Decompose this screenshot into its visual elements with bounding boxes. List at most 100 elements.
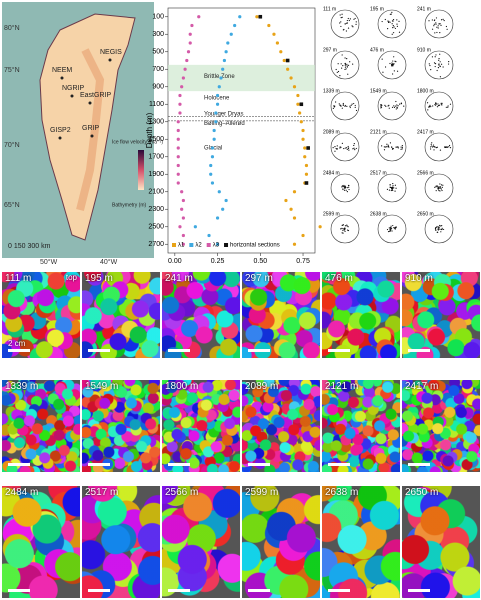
stereonet-dot bbox=[339, 103, 340, 104]
stereonet-dot bbox=[346, 65, 347, 66]
point bbox=[300, 120, 303, 123]
stereonet-dot bbox=[438, 229, 439, 230]
point bbox=[293, 85, 296, 88]
point bbox=[189, 33, 192, 36]
station-marker bbox=[109, 59, 112, 62]
point bbox=[305, 164, 308, 167]
stereonet-dot bbox=[353, 19, 354, 20]
stereonet-dot bbox=[433, 25, 434, 26]
stereonet-dot bbox=[388, 21, 389, 22]
point bbox=[213, 129, 216, 132]
stereonet-dot bbox=[334, 151, 335, 152]
stereonet-dot bbox=[345, 186, 346, 187]
latitude-label: 75°N bbox=[4, 66, 20, 74]
point bbox=[182, 199, 185, 202]
depth-label: 2089 m bbox=[245, 381, 278, 392]
point bbox=[177, 155, 180, 158]
stereonet-dot bbox=[397, 71, 398, 72]
stereonet-dot bbox=[432, 29, 433, 30]
stereonet-dot bbox=[439, 54, 440, 55]
stereonet-dot bbox=[402, 147, 403, 148]
stereonet-label: 2417 m bbox=[417, 129, 434, 135]
scale-bar bbox=[248, 463, 270, 466]
stereonet-dot bbox=[432, 146, 433, 147]
stereonet-dot bbox=[431, 144, 432, 145]
stereonet-dot bbox=[347, 149, 348, 150]
stereonet-dot bbox=[429, 63, 430, 64]
stereonet-dot bbox=[345, 63, 346, 64]
stereonet-dot bbox=[436, 103, 437, 104]
legend-label: λ2 bbox=[195, 243, 202, 249]
stereonet-dot bbox=[389, 108, 390, 109]
stereonet-dot bbox=[356, 148, 357, 149]
stereonet-dot bbox=[351, 105, 352, 106]
point bbox=[180, 208, 183, 211]
stereonet-label: 1339 m bbox=[323, 88, 340, 94]
point bbox=[177, 146, 180, 149]
point bbox=[221, 68, 224, 71]
stereonet-dot bbox=[344, 188, 345, 189]
point bbox=[197, 15, 200, 18]
stereonet-dot bbox=[339, 147, 340, 148]
stereonet-label: 910 m bbox=[417, 47, 431, 53]
stereonet-dot bbox=[342, 185, 343, 186]
station-marker bbox=[61, 77, 64, 80]
stereonet-dot bbox=[341, 228, 342, 229]
stereonet-dot bbox=[396, 108, 397, 109]
stereonet-dot bbox=[447, 147, 448, 148]
bathymetry-legend: Bathymetry (m) bbox=[112, 202, 147, 208]
grain-image: 2638 m bbox=[322, 486, 400, 598]
stereonet-dot bbox=[448, 105, 449, 106]
station-label: EastGRIP bbox=[80, 92, 111, 99]
stereonet-dot bbox=[381, 145, 382, 146]
scale-bar bbox=[328, 589, 350, 592]
scale-bar bbox=[328, 463, 350, 466]
scale-bar bbox=[168, 463, 190, 466]
stereonet-dot bbox=[440, 76, 441, 77]
stereonet-dot bbox=[385, 19, 386, 20]
stereonet-dot bbox=[449, 145, 450, 146]
stereonet-dot bbox=[435, 56, 436, 57]
point bbox=[177, 120, 180, 123]
annotation: Younger Dryas bbox=[204, 111, 243, 117]
stereonet-dot bbox=[356, 110, 357, 111]
point bbox=[211, 181, 214, 184]
stereonet-dot bbox=[385, 66, 386, 67]
stereonet-dot bbox=[345, 147, 346, 148]
stereonet-label: 2566 m bbox=[417, 170, 434, 176]
station-marker bbox=[89, 102, 92, 105]
stereonet-dot bbox=[397, 107, 398, 108]
stereonet-dot bbox=[443, 19, 444, 20]
stereonet-dot bbox=[395, 227, 396, 228]
stereonet-dot bbox=[440, 188, 441, 189]
point bbox=[267, 24, 270, 27]
stereonet-dot bbox=[348, 28, 349, 29]
stereonet-dot bbox=[342, 108, 343, 109]
stereonet-dot bbox=[346, 68, 347, 69]
stereonet-dot bbox=[436, 17, 437, 18]
point bbox=[182, 234, 185, 237]
stereonet-dot bbox=[435, 102, 436, 103]
scale-bar bbox=[248, 349, 270, 352]
stereonet-dot bbox=[341, 63, 342, 64]
depth-label: 2484 m bbox=[5, 487, 38, 498]
y-tick-label: 100 bbox=[152, 14, 164, 21]
point bbox=[213, 138, 216, 141]
stereonet-label: 195 m bbox=[370, 6, 384, 12]
stereonet-dot bbox=[346, 190, 347, 191]
stereonet-dot bbox=[392, 64, 393, 65]
stereonet-dot bbox=[385, 106, 386, 107]
stereonet-dot bbox=[441, 19, 442, 20]
station-marker bbox=[91, 135, 94, 138]
stereonet-dot bbox=[342, 230, 343, 231]
point bbox=[177, 173, 180, 176]
stereonet-dot bbox=[382, 72, 383, 73]
scale-bar bbox=[408, 463, 430, 466]
point bbox=[303, 155, 306, 158]
scale-bar bbox=[328, 349, 350, 352]
x-tick-label: 0.00 bbox=[168, 258, 182, 265]
stereonet-dot bbox=[448, 63, 449, 64]
stereonet-label: 297 m bbox=[323, 47, 337, 53]
stereonet-dot bbox=[401, 103, 402, 104]
stereonet-dot bbox=[337, 72, 338, 73]
